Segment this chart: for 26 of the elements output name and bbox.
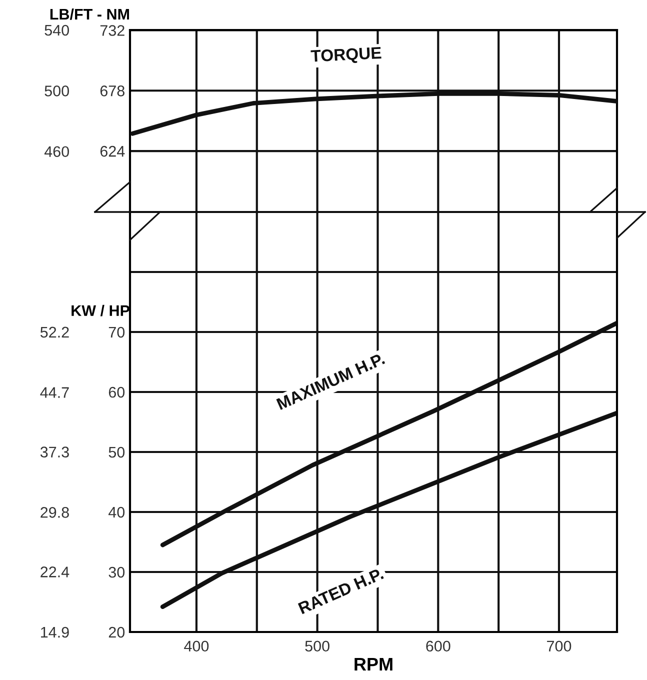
x-tick-label: 700 xyxy=(547,640,572,652)
y2-tick-label: 44.7 xyxy=(40,387,69,398)
y2-tick-label: 37.3 xyxy=(40,446,69,458)
y2-tick-label: 14.9 xyxy=(41,626,69,638)
y-tick-label: 50 xyxy=(108,446,125,458)
y-axis-title: KW / HP xyxy=(72,304,130,316)
series-label: TORQUE xyxy=(310,46,382,66)
y2-tick-label: 540 xyxy=(44,24,69,36)
y2-tick-label: 52.2 xyxy=(40,326,69,338)
y2-tick-label: 22.4 xyxy=(40,566,70,578)
y2-tick-label: 500 xyxy=(44,86,69,96)
x-axis-title: RPM xyxy=(354,658,392,670)
x-tick-label: 600 xyxy=(426,640,450,652)
y-tick-label: 678 xyxy=(100,85,124,96)
x-tick-label: 400 xyxy=(184,640,209,652)
y-tick-label: 40 xyxy=(108,506,125,518)
y2-tick-label: 460 xyxy=(44,146,69,158)
y2-tick-label: 29.8 xyxy=(40,507,69,518)
y-tick-label: 70 xyxy=(108,326,125,338)
x-tick-label: 500 xyxy=(305,640,330,652)
y-axis-title: LB/FT - NM xyxy=(50,8,129,20)
y-tick-label: 30 xyxy=(108,566,125,578)
y-tick-label: 20 xyxy=(108,626,125,638)
y-tick-label: 624 xyxy=(100,146,125,157)
y-tick-label: 60 xyxy=(108,386,125,398)
y-tick-label: 732 xyxy=(100,25,124,36)
